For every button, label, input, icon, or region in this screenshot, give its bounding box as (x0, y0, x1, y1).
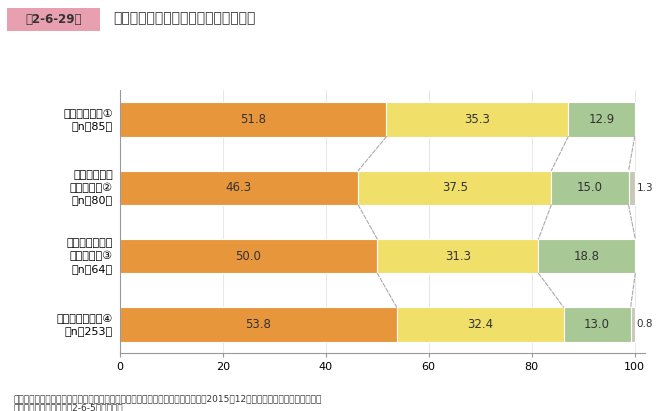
Bar (569, 102, 635, 136)
Bar (397, 307, 564, 342)
Text: （注）　企業分類は、第2-6-5図に従う。: （注） 企業分類は、第2-6-5図に従う。 (13, 404, 123, 411)
Text: 企業分類別に見たモニタリングの効果: 企業分類別に見たモニタリングの効果 (113, 12, 255, 25)
Text: 37.5: 37.5 (442, 181, 467, 194)
Bar (386, 102, 569, 136)
Text: 0.8: 0.8 (636, 319, 653, 330)
Bar (120, 102, 386, 136)
Text: 1.3: 1.3 (637, 183, 654, 193)
Bar (539, 239, 635, 273)
Bar (564, 307, 630, 342)
Bar (120, 307, 397, 342)
Text: 50.0: 50.0 (235, 249, 261, 263)
Text: 18.8: 18.8 (574, 249, 600, 263)
Text: 53.8: 53.8 (245, 318, 271, 331)
Text: 46.3: 46.3 (226, 181, 252, 194)
Bar (628, 171, 635, 205)
Bar (630, 307, 635, 342)
Text: 31.3: 31.3 (445, 249, 471, 263)
Text: 51.8: 51.8 (240, 113, 266, 126)
Text: 資料：中小企業庁委託「中小企業の成長と投資行動に関するアンケート調査」（2015年12月、（株）帝国データバンク）: 資料：中小企業庁委託「中小企業の成長と投資行動に関するアンケート調査」（2015… (13, 395, 322, 404)
Bar (551, 171, 628, 205)
Bar (120, 239, 377, 273)
FancyBboxPatch shape (0, 6, 109, 33)
Text: 12.9: 12.9 (589, 113, 614, 126)
Text: 35.3: 35.3 (464, 113, 490, 126)
Text: 32.4: 32.4 (467, 318, 493, 331)
Bar (377, 239, 539, 273)
Text: 15.0: 15.0 (577, 181, 603, 194)
Bar (358, 171, 551, 205)
Text: 13.0: 13.0 (584, 318, 610, 331)
Bar (120, 171, 358, 205)
Text: 第2-6-29図: 第2-6-29図 (25, 13, 81, 26)
